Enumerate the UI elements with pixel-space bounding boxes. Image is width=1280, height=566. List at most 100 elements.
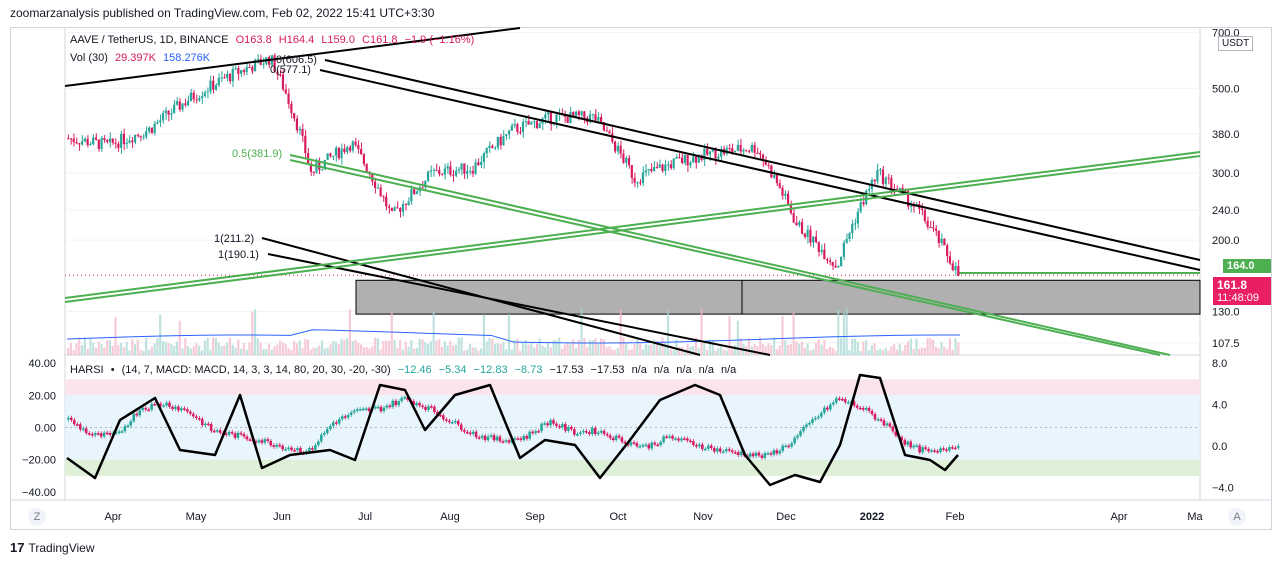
candle-body — [672, 158, 675, 169]
volume-bar — [778, 345, 781, 355]
low-value: L159.0 — [321, 34, 355, 46]
chart-frame[interactable] — [10, 27, 1272, 530]
candle-body — [86, 138, 89, 146]
auto-scale-button[interactable]: A — [1228, 508, 1246, 526]
volume-bar — [83, 337, 86, 355]
harsi-candle — [504, 440, 508, 442]
volume-legend: Vol (30) 29.397K 158.276K — [70, 52, 214, 64]
volume-label[interactable]: Vol (30) — [70, 52, 108, 64]
candle-body — [78, 143, 81, 145]
harsi-candle — [293, 449, 296, 452]
volume-bar — [918, 348, 921, 355]
volume-ma-line — [66, 329, 961, 344]
candle-body — [343, 148, 346, 153]
candle-body — [312, 171, 315, 173]
candle-body — [862, 202, 865, 205]
zoom-button[interactable]: Z — [28, 508, 46, 526]
candle-body — [655, 166, 659, 168]
volume-bar — [318, 345, 321, 355]
harsi-candle — [373, 406, 377, 409]
candle-body — [502, 136, 505, 146]
harsi-candle — [552, 420, 555, 424]
candle-body — [555, 114, 558, 123]
volume-bar — [563, 344, 566, 355]
candle-body — [248, 67, 251, 69]
candle-body — [770, 165, 773, 178]
currency-label[interactable]: USDT — [1218, 36, 1254, 51]
volume-bar — [499, 343, 502, 355]
candle-body — [120, 133, 123, 148]
candle-body — [750, 144, 753, 152]
volume-bar — [594, 338, 597, 355]
harsi-candle — [322, 433, 326, 435]
volume-bar — [156, 338, 159, 355]
candle-body — [410, 189, 413, 202]
volume-bar — [686, 343, 689, 355]
footer-brand[interactable]: TradingView — [28, 540, 95, 555]
volume-bar — [270, 349, 273, 355]
candle-body — [295, 118, 299, 131]
candle-body — [189, 92, 192, 102]
harsi-candle — [522, 435, 526, 440]
candle-body — [454, 170, 458, 176]
harsi-candle — [376, 406, 380, 409]
volume-bar — [80, 345, 84, 355]
candle-body — [887, 177, 890, 179]
candle-body — [136, 134, 139, 136]
volume-bar — [192, 346, 195, 355]
volume-bar — [145, 337, 148, 355]
candle-body — [926, 220, 929, 227]
candle-body — [527, 121, 530, 125]
volume-bar — [544, 347, 547, 355]
volume-bar — [809, 350, 812, 355]
harsi-candle — [189, 411, 192, 414]
volume-bar — [284, 344, 287, 355]
candle-body — [94, 137, 98, 140]
volume-bar — [591, 340, 594, 355]
candle-body — [513, 124, 516, 126]
candle-body — [496, 136, 499, 148]
harsi-candle — [436, 412, 439, 415]
volume-bar — [814, 342, 818, 355]
volume-bar — [320, 340, 324, 355]
volume-bar — [175, 341, 179, 355]
harsi-candle — [456, 420, 460, 425]
volume-bar — [926, 337, 929, 355]
harsi-candle — [936, 450, 939, 453]
candle-body — [817, 242, 820, 252]
harsi-candle — [334, 422, 338, 424]
candle-body — [262, 63, 265, 65]
harsi-candle — [257, 440, 261, 443]
harsi-candle — [951, 447, 954, 449]
candle-body — [480, 162, 483, 166]
harsi-value-10: n/a — [698, 364, 714, 376]
candle-body — [234, 68, 237, 70]
tradingview-logo-icon[interactable]: 17 — [10, 540, 25, 555]
volume-bar — [934, 346, 938, 355]
candle-body — [75, 142, 78, 144]
harsi-candle — [784, 445, 787, 448]
candle-body — [524, 121, 527, 123]
volume-bar — [795, 341, 798, 355]
symbol-label[interactable]: AAVE / TetherUS, 1D, BINANCE — [70, 34, 229, 46]
harsi-candle — [543, 423, 546, 425]
candle-body — [937, 230, 940, 244]
candle-body — [122, 133, 126, 145]
harsi-candle — [218, 430, 222, 433]
candle-body — [326, 153, 329, 160]
volume-bar — [206, 337, 209, 355]
candle-body — [625, 158, 628, 163]
harsi-label[interactable]: HARSI — [70, 364, 104, 376]
harsi-candle — [567, 426, 570, 431]
candle-body — [167, 110, 170, 115]
candle-body — [934, 228, 938, 231]
volume-bar — [240, 348, 243, 355]
harsi-candle — [840, 399, 844, 401]
candle-body — [901, 187, 904, 191]
harsi-candle — [266, 439, 270, 441]
harsi-candle — [480, 435, 484, 438]
candle-body — [912, 205, 915, 207]
harsi-candle — [778, 450, 781, 454]
candle-body — [92, 137, 95, 145]
